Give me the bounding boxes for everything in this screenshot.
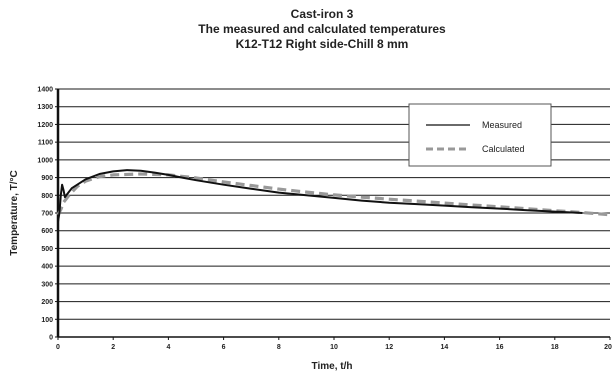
x-tick-label: 2 [111,344,115,351]
x-tick-labels: 0 2 4 6 8 10 12 14 16 18 20 [56,337,612,351]
y-axis-label: Temperature, T/°C [9,170,20,256]
x-tick-label: 16 [496,344,504,351]
y-tick-label: 1000 [37,157,53,164]
x-tick-label: 12 [385,344,393,351]
series-line-calculated [56,172,611,217]
x-tick-label: 14 [441,344,449,351]
y-tick-label: 800 [41,193,53,200]
legend: Measured Calculated [408,103,552,167]
legend-box [408,103,552,167]
x-tick-label: 0 [56,344,60,351]
y-tick-label: 0 [49,335,53,342]
y-tick-label: 300 [41,281,53,288]
x-tick-label: 6 [222,344,226,351]
title-line-3: K12-T12 Right side-Chill 8 mm [236,37,409,51]
series-line-measured [57,169,583,223]
x-tick-label: 20 [604,344,612,351]
x-axis-label: Time, t/h [312,361,353,372]
y-tick-label: 400 [41,264,53,271]
y-tick-label: 900 [41,175,53,182]
title-line-2: The measured and calculated temperatures [198,22,446,36]
x-tick-label: 8 [277,344,281,351]
title-line-1: Cast-iron 3 [291,7,354,21]
y-tick-label: 1400 [37,87,53,94]
y-tick-label: 1200 [37,122,53,129]
x-tick-label: 4 [166,344,170,351]
x-tick-label: 10 [330,344,338,351]
y-tick-label: 600 [41,228,53,235]
y-tick-label: 700 [41,211,53,218]
y-tick-labels: 0 100 200 300 400 500 600 700 800 900 1000 1100 1200… [37,87,58,342]
series-lines [56,169,611,223]
y-tick-label: 1300 [37,104,53,111]
y-tick-label: 100 [41,317,53,324]
y-tick-label: 1100 [38,140,53,147]
legend-label-measured: Measured [482,120,522,130]
legend-label-calculated: Calculated [482,144,525,154]
y-tick-label: 500 [41,246,53,253]
y-tick-label: 200 [41,299,53,306]
x-tick-label: 18 [551,344,559,351]
